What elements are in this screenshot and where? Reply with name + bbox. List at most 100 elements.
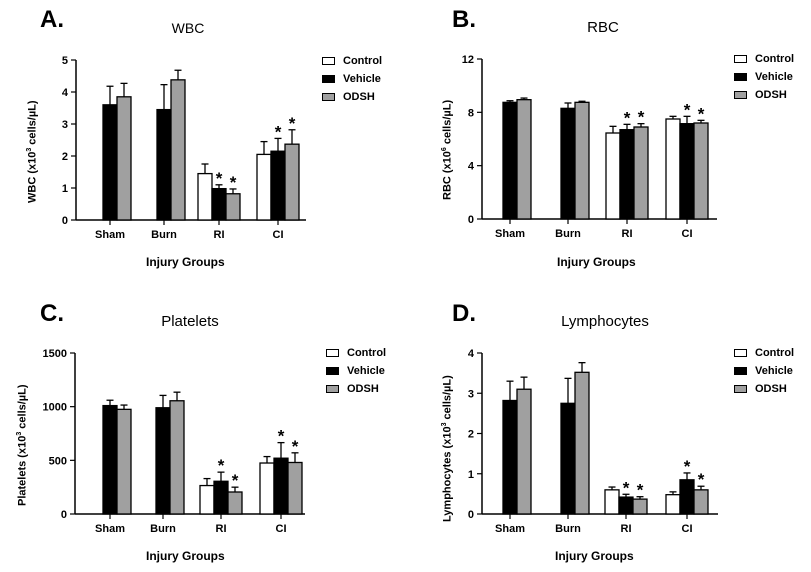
bar-odsh bbox=[632, 498, 648, 515]
x-tick-label: Burn bbox=[555, 523, 581, 535]
bar-control bbox=[604, 489, 620, 515]
legend-label: ODSH bbox=[755, 383, 787, 395]
significance-star: * bbox=[698, 104, 705, 123]
significance-star: * bbox=[218, 456, 225, 475]
bar-odsh bbox=[574, 371, 590, 515]
significance-star: * bbox=[289, 114, 296, 133]
x-tick-label: Sham bbox=[495, 523, 525, 535]
legend-label: ODSH bbox=[347, 383, 379, 395]
significance-star: * bbox=[230, 173, 237, 192]
chart-title: Platelets bbox=[161, 313, 219, 330]
legend-label: Control bbox=[343, 55, 383, 67]
y-tick-label: 1500 bbox=[43, 348, 67, 360]
legend-label: Vehicle bbox=[343, 73, 381, 85]
bar-odsh bbox=[516, 388, 532, 515]
legend-item-vehicle: Vehicle bbox=[326, 362, 386, 380]
legend-label: Vehicle bbox=[347, 365, 385, 377]
legend-swatch-vehicle bbox=[734, 367, 747, 375]
legend-item-odsh: ODSH bbox=[734, 86, 794, 104]
legend: Control Vehicle ODSH bbox=[322, 52, 382, 106]
bar-vehicle bbox=[213, 480, 229, 515]
bar-control bbox=[259, 462, 275, 515]
y-tick-label: 2 bbox=[468, 429, 474, 441]
x-tick-label: CI bbox=[273, 229, 284, 241]
legend-label: Control bbox=[755, 53, 795, 65]
y-tick-label: 2 bbox=[62, 151, 68, 163]
bar-odsh bbox=[516, 99, 532, 220]
legend-swatch-vehicle bbox=[734, 73, 747, 81]
y-tick-label: 4 bbox=[62, 87, 69, 99]
bar-odsh bbox=[116, 408, 132, 515]
legend-label: Vehicle bbox=[755, 71, 793, 83]
x-tick-label: CI bbox=[682, 523, 693, 535]
bar-control bbox=[605, 132, 621, 220]
bar-vehicle bbox=[502, 101, 518, 220]
x-tick-label: CI bbox=[682, 228, 693, 240]
x-tick-label: RI bbox=[216, 523, 227, 535]
panel-d-lymphocytes: D. Lymphocytes Lymphocytes (x103 cells/µ… bbox=[405, 286, 811, 572]
significance-star: * bbox=[216, 169, 223, 188]
legend-label: Control bbox=[347, 347, 387, 359]
legend-label: ODSH bbox=[755, 89, 787, 101]
plot-area: 0 1 2 3 4 Sham Burn RI * * CI * * bbox=[468, 348, 718, 535]
x-tick-label: Sham bbox=[95, 229, 125, 241]
legend-swatch-odsh bbox=[734, 91, 747, 99]
legend-label: ODSH bbox=[343, 91, 375, 103]
panel-c-platelets: C. Platelets Platelets (x103 cells/µL) I… bbox=[0, 286, 405, 572]
legend-item-odsh: ODSH bbox=[734, 380, 794, 398]
plot-area: 0 500 1000 1500 Sham Burn RI * * CI * * bbox=[43, 348, 305, 535]
chart-title: WBC bbox=[171, 20, 205, 36]
y-tick-label: 4 bbox=[468, 161, 475, 173]
y-tick-label: 1 bbox=[468, 469, 474, 481]
significance-star: * bbox=[684, 457, 691, 476]
bar-odsh bbox=[287, 461, 303, 515]
panel-letter: B. bbox=[452, 6, 476, 33]
bar-vehicle bbox=[270, 150, 286, 221]
legend-swatch-odsh bbox=[326, 385, 339, 393]
legend-item-vehicle: Vehicle bbox=[734, 68, 794, 86]
significance-star: * bbox=[278, 427, 285, 446]
y-tick-label: 0 bbox=[468, 509, 474, 521]
bar-control bbox=[256, 153, 272, 221]
bar-odsh bbox=[116, 96, 132, 221]
x-tick-label: Burn bbox=[555, 228, 581, 240]
bar-vehicle bbox=[156, 108, 172, 221]
x-axis-label: Injury Groups bbox=[146, 549, 225, 563]
x-tick-label: RI bbox=[214, 229, 225, 241]
significance-star: * bbox=[684, 100, 691, 119]
bar-odsh bbox=[693, 122, 709, 220]
y-tick-label: 4 bbox=[468, 348, 475, 360]
legend-swatch-vehicle bbox=[326, 367, 339, 375]
bar-odsh bbox=[227, 491, 243, 515]
legend-item-odsh: ODSH bbox=[326, 380, 386, 398]
bar-odsh bbox=[574, 101, 590, 220]
x-tick-label: Burn bbox=[151, 229, 177, 241]
legend-item-vehicle: Vehicle bbox=[734, 362, 794, 380]
y-tick-label: 5 bbox=[62, 55, 68, 67]
bar-control bbox=[665, 494, 681, 515]
legend-swatch-control bbox=[734, 349, 747, 357]
x-tick-label: CI bbox=[276, 523, 287, 535]
bar-control bbox=[197, 172, 213, 221]
significance-star: * bbox=[275, 122, 282, 141]
y-tick-label: 3 bbox=[468, 388, 474, 400]
y-tick-label: 3 bbox=[62, 119, 68, 131]
legend: Control Vehicle ODSH bbox=[326, 344, 386, 398]
y-tick-label: 0 bbox=[468, 214, 474, 226]
x-tick-label: Burn bbox=[150, 523, 176, 535]
legend-item-vehicle: Vehicle bbox=[322, 70, 382, 88]
legend-swatch-control bbox=[734, 55, 747, 63]
bar-control bbox=[665, 118, 681, 220]
bar-odsh bbox=[693, 489, 709, 515]
legend-label: Vehicle bbox=[755, 365, 793, 377]
bar-vehicle bbox=[679, 479, 695, 515]
bar-vehicle bbox=[618, 496, 634, 515]
panel-b-rbc: B. RBC RBC (x106 cells/µL) Injury Groups… bbox=[405, 0, 811, 286]
y-tick-label: 1 bbox=[62, 183, 68, 195]
bar-vehicle bbox=[102, 104, 118, 221]
bar-control bbox=[199, 484, 215, 515]
bar-vehicle bbox=[502, 399, 518, 515]
significance-star: * bbox=[624, 108, 631, 127]
legend-item-odsh: ODSH bbox=[322, 88, 382, 106]
legend-item-control: Control bbox=[326, 344, 386, 362]
